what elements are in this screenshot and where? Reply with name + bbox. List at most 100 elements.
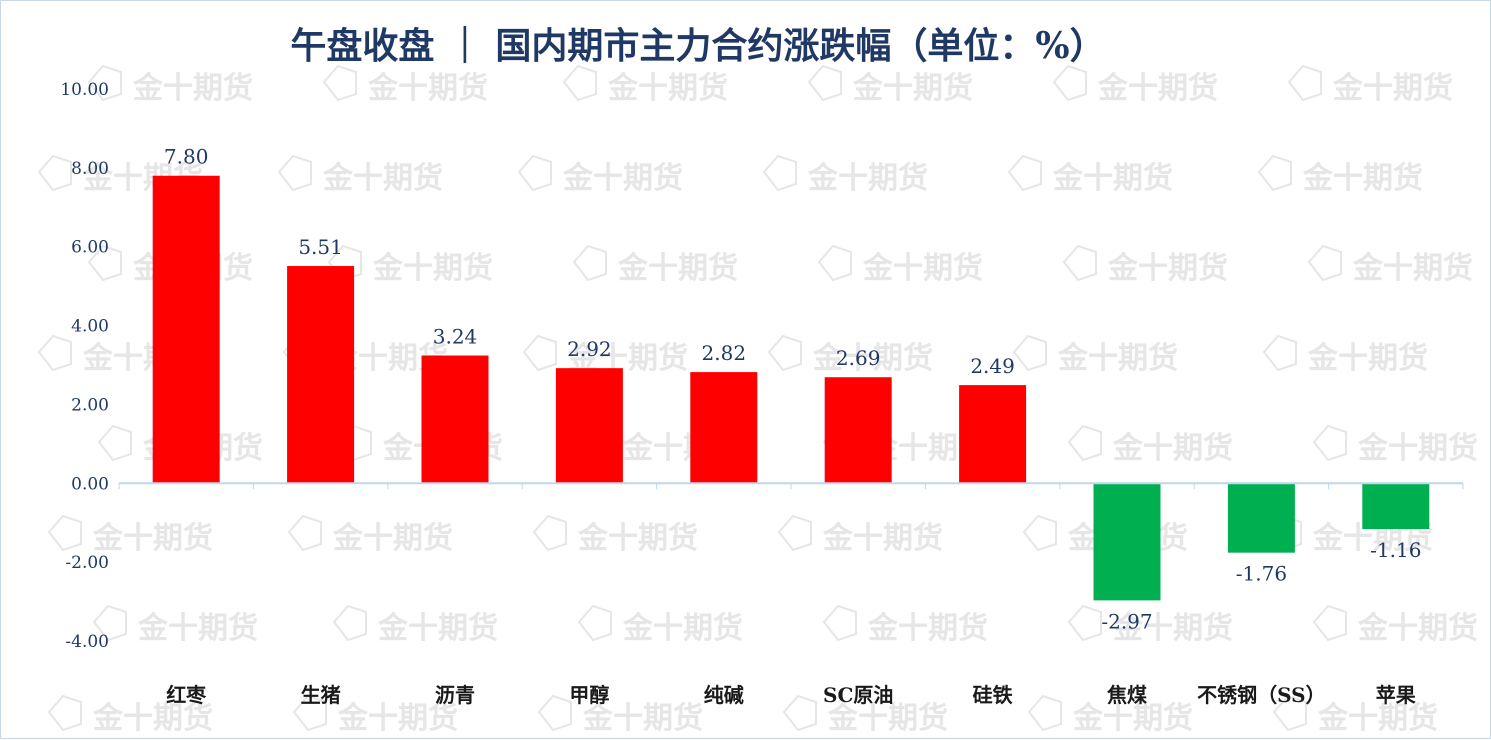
watermark: 金十期货	[292, 694, 458, 736]
watermark: 金十期货	[562, 64, 728, 106]
watermark-logo-icon	[47, 694, 82, 732]
watermark-logo-icon	[1022, 514, 1057, 552]
watermark: 金十期货	[1067, 424, 1233, 466]
watermark-text: 金十期货	[92, 521, 213, 556]
watermark-logo-icon	[782, 694, 817, 732]
watermark: 金十期货	[327, 244, 493, 286]
data-label: -1.76	[1236, 562, 1287, 586]
watermark-logo-icon	[777, 514, 812, 552]
watermark: 金十期货	[807, 64, 973, 106]
watermark-logo-icon	[1307, 244, 1342, 282]
watermark-text: 金十期货	[1112, 431, 1233, 466]
watermark-logo-icon	[1062, 244, 1097, 282]
bar	[287, 266, 355, 484]
watermark: 金十期货	[1012, 334, 1178, 376]
watermark-text: 金十期货	[812, 341, 933, 376]
watermark: 金十期货	[277, 154, 443, 196]
bar	[152, 175, 220, 484]
data-label: -1.16	[1370, 538, 1421, 562]
watermark-logo-icon	[37, 154, 72, 192]
watermark-logo-icon	[767, 334, 802, 372]
watermark-logo-icon	[537, 694, 572, 732]
watermark-text: 金十期货	[1097, 71, 1218, 106]
watermark: 金十期货	[1007, 154, 1173, 196]
watermark-logo-icon	[517, 154, 552, 192]
bar	[1093, 483, 1161, 601]
watermark-logo-icon	[1007, 154, 1042, 192]
watermark: 金十期货	[1307, 244, 1473, 286]
watermark: 金十期货	[87, 64, 253, 106]
data-label: 2.92	[567, 337, 612, 361]
watermark-text: 金十期货	[862, 251, 983, 286]
y-tick-label: 6.00	[71, 238, 109, 258]
x-tick-label: 甲醇	[569, 683, 609, 707]
watermark-logo-icon	[1312, 424, 1347, 462]
watermark-logo-icon	[822, 604, 857, 642]
watermark-text: 金十期货	[1357, 431, 1478, 466]
watermark-logo-icon	[37, 334, 72, 372]
watermark-text: 金十期货	[1352, 251, 1473, 286]
watermark: 金十期货	[1272, 694, 1438, 736]
watermark-logo-icon	[1052, 64, 1087, 102]
watermark-logo-icon	[1067, 604, 1102, 642]
watermark: 金十期货	[332, 604, 498, 646]
bar	[824, 377, 892, 484]
watermark-logo-icon	[87, 244, 122, 282]
watermark: 金十期货	[577, 604, 743, 646]
watermark-logo-icon	[577, 604, 612, 642]
watermark-logo-icon	[1067, 424, 1102, 462]
watermark-logo-icon	[817, 244, 852, 282]
watermark: 金十期货	[47, 514, 213, 556]
watermark: 金十期货	[762, 154, 928, 196]
y-tick-label: 4.00	[71, 317, 109, 337]
x-tick-label: 不锈钢（SS）	[1197, 683, 1325, 707]
watermark: 金十期货	[767, 334, 933, 376]
watermark: 金十期货	[1312, 424, 1478, 466]
watermark-text: 金十期货	[577, 521, 698, 556]
watermark: 金十期货	[287, 514, 453, 556]
watermark-text: 金十期货	[372, 251, 493, 286]
watermark-text: 金十期货	[337, 701, 458, 736]
watermark-text: 金十期货	[367, 71, 488, 106]
watermark-text: 金十期货	[132, 71, 253, 106]
watermark-logo-icon	[277, 154, 312, 192]
watermark-logo-icon	[1012, 334, 1047, 372]
data-label: 2.49	[970, 354, 1015, 378]
watermark-logo-icon	[87, 64, 122, 102]
watermark: 金十期货	[92, 604, 258, 646]
watermark: 金十期货	[1062, 244, 1228, 286]
watermark-text: 金十期货	[1072, 701, 1193, 736]
bar	[1227, 483, 1295, 553]
watermark: 金十期货	[1052, 64, 1218, 106]
watermark-logo-icon	[1027, 694, 1062, 732]
watermark-text: 金十期货	[822, 521, 943, 556]
watermark-text: 金十期货	[617, 251, 738, 286]
watermark-logo-icon	[47, 514, 82, 552]
watermark-logo-icon	[762, 154, 797, 192]
watermark-text: 金十期货	[622, 611, 743, 646]
x-tick-label: 焦煤	[1107, 683, 1147, 707]
watermark-text: 金十期货	[1057, 341, 1178, 376]
y-tick-label: 2.00	[71, 395, 109, 415]
watermark-text: 金十期货	[1302, 161, 1423, 196]
bar	[1362, 483, 1430, 530]
bar	[555, 368, 623, 484]
data-label: 2.69	[836, 346, 881, 370]
watermark-text: 金十期货	[377, 611, 498, 646]
watermark: 金十期货	[817, 244, 983, 286]
watermark-text: 金十期货	[852, 71, 973, 106]
watermark-text: 金十期货	[1317, 701, 1438, 736]
watermark: 金十期货	[532, 514, 698, 556]
x-tick-label: 硅铁	[973, 683, 1013, 707]
x-tick-label: 红枣	[166, 683, 207, 707]
watermark-logo-icon	[1272, 694, 1307, 732]
data-label: 3.24	[433, 325, 478, 349]
y-tick-label: -4.00	[65, 632, 109, 652]
watermark-text: 金十期货	[1112, 611, 1233, 646]
watermark: 金十期货	[777, 514, 943, 556]
watermark-logo-icon	[1287, 64, 1322, 102]
y-tick-label: 10.00	[60, 80, 109, 100]
x-tick-label: 纯碱	[704, 683, 744, 707]
watermark: 金十期货	[1312, 604, 1478, 646]
